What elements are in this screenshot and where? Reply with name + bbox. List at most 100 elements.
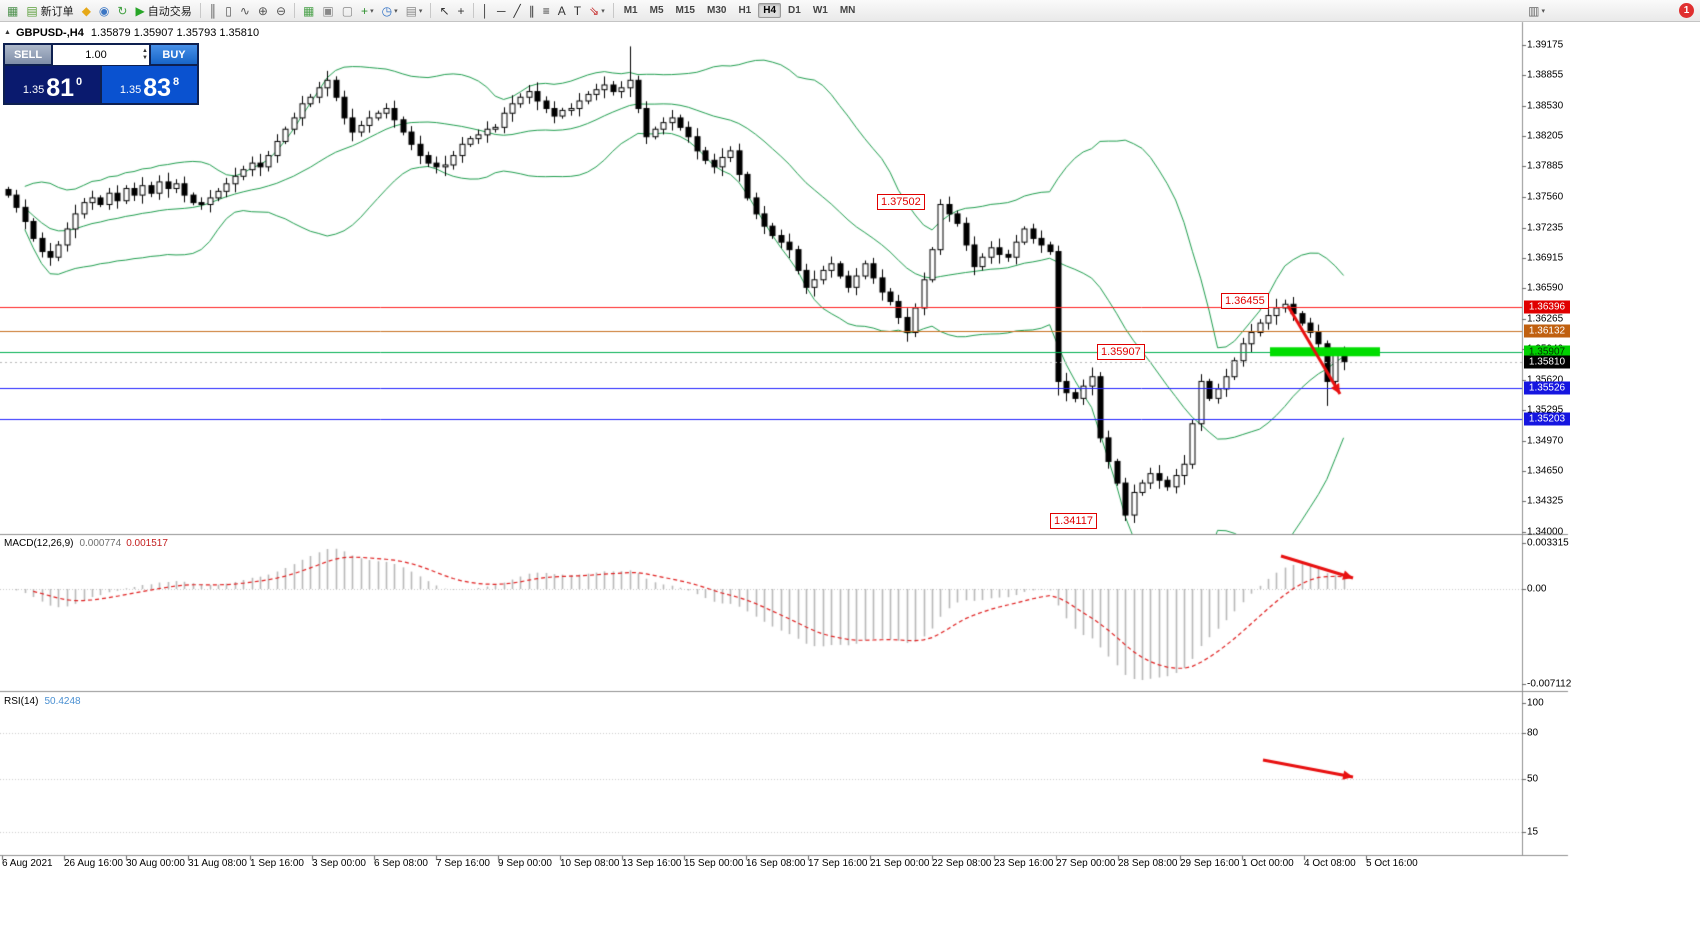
- one-click-price-row: 1.35 81 0 1.35 83 8: [5, 66, 197, 103]
- timeframe-w1-button[interactable]: W1: [812, 5, 828, 16]
- autotrading-icon: ▶: [135, 3, 145, 18]
- label-icon: T: [573, 3, 582, 18]
- time-axis-label: 13 Sep 16:00: [622, 858, 682, 869]
- new-order-icon: ▤: [26, 3, 38, 18]
- price-axis-label: 1.37885: [1527, 160, 1564, 172]
- horizontal-line-button[interactable]: ─: [494, 2, 509, 20]
- sell-price-sup: 0: [76, 76, 83, 88]
- buy-price-display[interactable]: 1.35 83 8: [102, 66, 197, 103]
- templates-button[interactable]: ▤ ▾: [403, 2, 426, 20]
- chevron-down-icon: ▾: [1541, 7, 1545, 15]
- market-refresh-button[interactable]: ↻: [114, 2, 130, 20]
- chevron-down-icon: ▾: [370, 7, 374, 15]
- time-axis-label: 17 Sep 16:00: [808, 858, 868, 869]
- time-axis-label: 4 Oct 08:00: [1304, 858, 1356, 869]
- sell-button[interactable]: SELL: [5, 45, 51, 64]
- time-axis-label: 1 Oct 00:00: [1242, 858, 1294, 869]
- volume-down-icon[interactable]: ▼: [142, 54, 148, 61]
- time-axis-label: 7 Sep 16:00: [436, 858, 490, 869]
- buy-button[interactable]: BUY: [151, 45, 197, 64]
- cursor-button[interactable]: ↖: [436, 2, 452, 20]
- rsi-axis-label: 100: [1527, 697, 1544, 709]
- hline-price-tag: 1.36396: [1524, 300, 1570, 314]
- line-chart-button[interactable]: ∿: [237, 2, 253, 20]
- time-axis-label: 29 Sep 16:00: [1180, 858, 1240, 869]
- mql5-button[interactable]: ◆: [79, 2, 94, 20]
- indicators-button[interactable]: + ▾: [358, 2, 377, 20]
- hline-price-tag: 1.35203: [1524, 412, 1570, 426]
- time-axis-label: 1 Sep 16:00: [250, 858, 304, 869]
- volume-up-icon[interactable]: ▲: [142, 47, 148, 54]
- timeframe-m30-button[interactable]: M30: [706, 5, 727, 16]
- new-chart-button[interactable]: ▦: [4, 2, 21, 20]
- trendline-button[interactable]: ╱: [511, 2, 524, 20]
- arrows-button[interactable]: ⇘ ▾: [586, 2, 608, 20]
- toolbar-separator: [294, 3, 296, 18]
- macd-axis-label: 0.00: [1527, 583, 1547, 595]
- fibonacci-icon: ≡: [542, 3, 550, 18]
- sell-price-big: 81: [46, 74, 75, 102]
- time-axis-label: 23 Sep 16:00: [994, 858, 1054, 869]
- time-axis-label: 3 Sep 00:00: [312, 858, 366, 869]
- zoom-out-icon: ⊖: [275, 3, 287, 18]
- timeframe-d1-button[interactable]: D1: [788, 5, 801, 16]
- macd-main-value: 0.000774: [79, 538, 122, 549]
- time-axis-label: 30 Aug 00:00: [126, 858, 185, 869]
- price-axis-label: 1.36265: [1527, 313, 1564, 325]
- tile-windows-button[interactable]: ▦: [300, 2, 317, 20]
- zoom-in-icon: ⊕: [257, 3, 268, 18]
- price-annotation-label[interactable]: 1.37502: [877, 194, 925, 211]
- price-annotation-label[interactable]: 1.36455: [1221, 292, 1269, 309]
- toolbar-separator: [199, 3, 201, 18]
- timeframe-mn-button[interactable]: MN: [839, 5, 856, 16]
- new-order-button[interactable]: ▤ 新订单: [23, 2, 76, 20]
- vertical-line-button[interactable]: │: [479, 2, 493, 20]
- timeframe-m15-button[interactable]: M15: [675, 5, 695, 16]
- label-button[interactable]: T: [571, 2, 584, 20]
- price-axis-label: 1.34970: [1527, 435, 1564, 447]
- periods-button[interactable]: ◷ ▾: [379, 2, 401, 20]
- crosshair-button[interactable]: +: [455, 2, 468, 20]
- price-axis-label: 1.37235: [1527, 222, 1564, 234]
- chart-profile-button[interactable]: ▥ ▾: [1525, 2, 1548, 20]
- zoom-in-button[interactable]: ⊕: [255, 2, 271, 20]
- rsi-name: RSI(14): [4, 696, 39, 707]
- sell-price-display[interactable]: 1.35 81 0: [5, 66, 100, 103]
- tile-windows-icon: ▦: [303, 3, 315, 18]
- channel-button[interactable]: ∥: [526, 2, 538, 20]
- price-axis-label: 1.37560: [1527, 191, 1564, 203]
- price-axis-label: 1.34325: [1527, 495, 1564, 507]
- autotrading-button[interactable]: ▶ 自动交易: [132, 2, 194, 20]
- rsi-axis-label: 50: [1527, 773, 1539, 785]
- price-axis-label: 1.36590: [1527, 282, 1564, 294]
- timeframe-h4-button[interactable]: H4: [758, 3, 782, 18]
- time-axis-label: 21 Sep 00:00: [870, 858, 930, 869]
- rsi-axis-label: 80: [1527, 727, 1539, 739]
- volume-input[interactable]: [53, 45, 149, 65]
- toolbar: ▦ ▤ 新订单 ◆ ◉ ↻ ▶ 自动交易 ║ ▯ ∿ ⊕ ⊖ ▦ ▣ ▢ + ▾ ◷ ▾ ▤ ▾ ↖ + │ ─ ╱ ∥ ≡ A T ⇘ ▾ M1…: [0, 0, 1700, 22]
- price-annotation-label[interactable]: 1.34117: [1050, 512, 1097, 529]
- crosshair-icon: +: [457, 3, 465, 18]
- zoom-out-button[interactable]: ⊖: [273, 2, 289, 20]
- candle-chart-button[interactable]: ▯: [222, 2, 235, 20]
- templates-icon: ▤: [405, 3, 417, 18]
- one-click-top-row: SELL ▲ ▼ BUY: [5, 45, 197, 65]
- bar-chart-button[interactable]: ║: [206, 2, 221, 20]
- fibonacci-button[interactable]: ≡: [540, 2, 553, 20]
- collapse-arrow-icon[interactable]: ▲: [4, 29, 11, 36]
- price-annotation-label[interactable]: 1.35907: [1097, 343, 1145, 360]
- timeframe-m5-button[interactable]: M5: [649, 5, 664, 16]
- timeframe-m1-button[interactable]: M1: [623, 5, 638, 16]
- cascade-windows-button[interactable]: ▣: [319, 2, 336, 20]
- arrange-windows-button[interactable]: ▢: [339, 2, 356, 20]
- text-button[interactable]: A: [555, 2, 569, 20]
- notification-badge[interactable]: 1: [1679, 3, 1694, 18]
- channel-icon: ∥: [528, 3, 535, 18]
- chevron-down-icon: ▾: [394, 7, 398, 15]
- timeframe-h1-button[interactable]: H1: [738, 5, 752, 16]
- horizontal-line-icon: ─: [497, 3, 506, 18]
- community-icon: ◉: [98, 3, 110, 18]
- community-button[interactable]: ◉: [96, 2, 112, 20]
- rsi-axis-label: 15: [1527, 826, 1539, 838]
